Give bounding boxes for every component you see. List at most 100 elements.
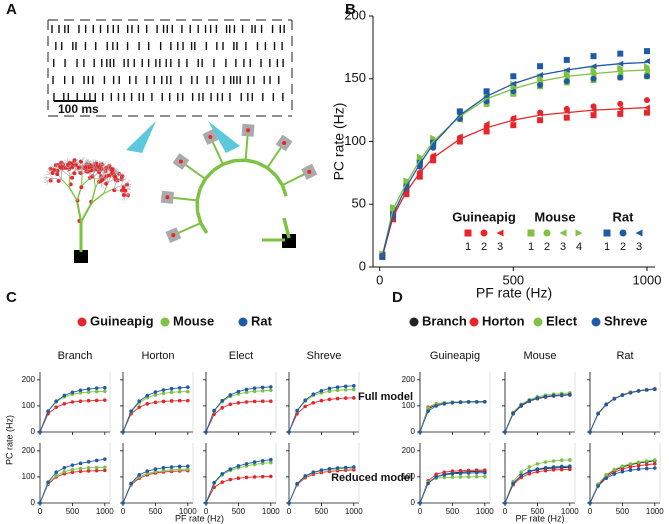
point <box>287 501 291 505</box>
point <box>418 501 422 505</box>
dendrite <box>109 166 112 171</box>
point <box>568 458 572 462</box>
series-line <box>122 470 188 504</box>
point <box>137 399 142 404</box>
dendrite <box>83 167 89 172</box>
dendrite <box>195 188 202 201</box>
point <box>228 467 233 471</box>
point <box>335 388 340 393</box>
series-line <box>504 468 570 504</box>
x-tick-label: 1000 <box>262 507 280 516</box>
point <box>503 501 507 505</box>
point <box>62 469 67 474</box>
marker <box>563 114 570 121</box>
synapse <box>165 195 170 200</box>
marker <box>483 128 490 135</box>
point <box>169 468 174 472</box>
dendrite <box>107 163 111 167</box>
point <box>161 388 166 392</box>
dendrite <box>114 167 118 172</box>
point <box>153 390 158 394</box>
point <box>311 392 316 396</box>
legend-label: Horton <box>482 313 525 328</box>
legend-label: Rat <box>251 313 273 328</box>
point <box>137 405 142 410</box>
y-tick-label: 50 <box>352 196 366 211</box>
point <box>620 464 625 469</box>
y-tick-label: 0 <box>31 427 36 436</box>
point <box>519 470 524 475</box>
dendrite <box>100 171 106 179</box>
point <box>620 467 625 471</box>
point <box>70 390 75 395</box>
point <box>86 390 91 394</box>
dendrite <box>103 188 115 194</box>
point <box>94 468 99 473</box>
x-tick-label: 0 <box>121 507 126 516</box>
legend-label: Elect <box>546 313 578 328</box>
point <box>86 398 91 403</box>
synapse <box>307 169 312 174</box>
point <box>260 474 265 479</box>
y-tick-label: 100 <box>22 472 36 481</box>
dendrite <box>126 184 131 187</box>
dendrite <box>126 193 131 195</box>
dendrite <box>53 178 62 180</box>
marker <box>510 114 517 121</box>
dendrite <box>84 162 88 166</box>
point <box>568 467 572 472</box>
synapse <box>107 173 112 178</box>
dendrite <box>82 157 85 161</box>
point <box>103 457 107 461</box>
point <box>54 405 59 410</box>
point <box>434 472 439 477</box>
dendrite <box>204 169 215 181</box>
legend-marker <box>591 317 601 327</box>
dendrite <box>106 175 109 184</box>
point <box>78 388 83 393</box>
dendrite <box>266 166 278 177</box>
panel-label: D <box>392 289 403 306</box>
point <box>644 466 649 471</box>
marker <box>590 112 597 119</box>
point <box>620 393 625 398</box>
dendrite <box>80 164 84 169</box>
point <box>177 398 182 403</box>
panel-a: 100 ms <box>43 19 318 263</box>
legend-label: 3 <box>636 241 642 253</box>
legend-label: 3 <box>497 241 503 253</box>
synapse <box>58 165 63 170</box>
y-tick-label: 200 <box>22 375 36 384</box>
marker <box>416 168 423 175</box>
point <box>186 398 190 403</box>
y-axis-label: PC rate (Hz) <box>331 103 347 181</box>
column-title: Horton <box>141 350 174 362</box>
legend-marker <box>77 317 87 327</box>
legend-marker <box>464 229 472 237</box>
column-title: Branch <box>58 350 93 362</box>
x-tick-label: 0 <box>204 507 209 516</box>
point <box>169 399 174 403</box>
dendrite <box>119 173 123 176</box>
synapse <box>79 185 84 190</box>
dendrite <box>195 211 203 224</box>
x-tick-label: 500 <box>446 507 460 516</box>
dendrite <box>126 185 129 190</box>
point <box>335 385 340 389</box>
point <box>161 391 166 396</box>
dendrite <box>199 222 209 234</box>
point <box>236 464 241 468</box>
point <box>434 475 439 479</box>
point <box>483 399 487 404</box>
point <box>252 475 257 479</box>
legend-marker <box>533 317 543 327</box>
point <box>527 471 532 476</box>
point <box>169 465 174 469</box>
point <box>543 394 548 399</box>
dendrite <box>50 164 54 169</box>
point <box>653 462 657 466</box>
dendrite <box>222 159 235 166</box>
legend-marker <box>496 229 504 237</box>
dendrite <box>67 159 71 163</box>
